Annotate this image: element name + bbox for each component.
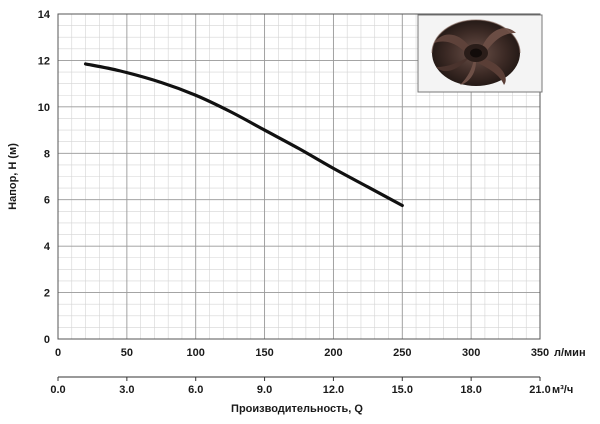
x-unit-label: л/мин	[554, 347, 586, 359]
data-point	[263, 129, 266, 131]
x2-tick-label: 15.0	[392, 384, 413, 396]
x-tick-label: 0	[55, 347, 61, 359]
x2-tick-label: 12.0	[323, 384, 344, 396]
y-axis-title: Напор, H (м)	[7, 143, 19, 210]
y-tick-label: 0	[44, 334, 50, 346]
x-tick-label: 250	[393, 347, 411, 359]
data-point	[195, 94, 197, 96]
data-point	[332, 167, 335, 169]
y-tick-label: 4	[44, 241, 51, 253]
data-point	[84, 63, 87, 65]
axes: 0 2 4 6 8 10 12 14 0 50 100 150 200 250 300 350 л/мин 0.0…	[7, 9, 586, 415]
y-tick-label: 12	[38, 55, 50, 67]
data-point	[229, 110, 231, 113]
series-line-0	[83, 62, 404, 208]
series	[83, 62, 404, 208]
plot-frame	[57, 13, 541, 340]
x2-tick-label: 18.0	[460, 384, 481, 396]
x2-unit-label: м³/ч	[552, 384, 573, 396]
y-tick-label: 6	[44, 195, 50, 207]
data-point	[401, 204, 403, 207]
x-axis-title: Производительность, Q	[231, 403, 363, 415]
x2-tick-label: 0.0	[50, 384, 65, 396]
x-tick-label: 200	[324, 347, 342, 359]
x2-tick-label: 3.0	[119, 384, 134, 396]
x-tick-label: 150	[255, 347, 273, 359]
data-point	[298, 148, 300, 150]
x-tick-label: 100	[187, 347, 205, 359]
x-tick-label: 300	[462, 347, 480, 359]
x-tick-label: 50	[121, 347, 133, 359]
y-tick-label: 14	[38, 9, 51, 21]
data-point	[160, 81, 162, 84]
data-point	[367, 186, 369, 188]
y-tick-label: 10	[38, 102, 50, 114]
x-tick-label: 350	[531, 347, 549, 359]
y-tick-label: 8	[44, 148, 50, 160]
impeller-photo	[417, 14, 543, 93]
y-tick-label: 2	[44, 288, 50, 300]
x2-tick-label: 21.0	[529, 384, 550, 396]
data-point	[119, 70, 121, 72]
x2-tick-label: 9.0	[257, 384, 272, 396]
x2-tick-label: 6.0	[188, 384, 203, 396]
